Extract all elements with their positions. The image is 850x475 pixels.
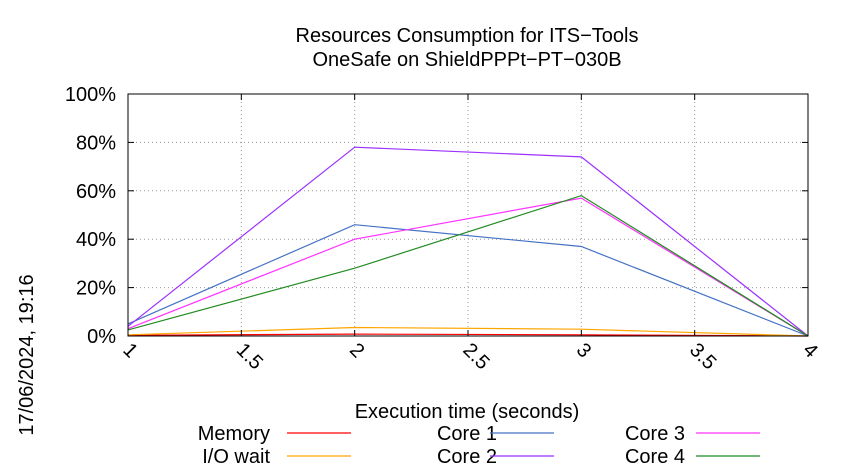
legend-label: Memory — [198, 423, 270, 445]
grid-lines — [127, 93, 809, 337]
legend-label: Core 3 — [625, 423, 685, 445]
legend-entry: Core 2 — [437, 446, 554, 468]
x-tick-label: 3.5 — [685, 339, 720, 374]
legend-entry: Core 1 — [437, 423, 554, 445]
x-tick-label: 4 — [798, 339, 821, 362]
legend-entry: Memory — [198, 423, 351, 445]
x-axis-label: Execution time (seconds) — [355, 401, 580, 423]
legend-label: I/O wait — [202, 446, 270, 468]
legend-label: Core 1 — [437, 423, 497, 445]
y-tick-label: 20% — [76, 278, 116, 300]
x-tick-label: 2.5 — [458, 339, 493, 374]
chart-subtitle: OneSafe on ShieldPPPt−PT−030B — [312, 49, 621, 71]
y-tick-label: 60% — [76, 181, 116, 203]
timestamp-label: 17/06/2024, 19:16 — [16, 274, 38, 435]
y-tick-label: 80% — [76, 132, 116, 154]
series-line-core-3 — [127, 197, 809, 337]
x-tick-label: 2 — [345, 339, 368, 362]
legend-entry: I/O wait — [202, 446, 351, 468]
legend-label: Core 2 — [437, 446, 497, 468]
x-tick-label: 1.5 — [232, 339, 267, 374]
y-tick-label: 0% — [87, 326, 116, 348]
y-tick-label: 100% — [65, 84, 116, 106]
series-line-core-1 — [127, 224, 809, 337]
x-tick-label: 1 — [118, 339, 141, 362]
series-line-core-4 — [127, 194, 809, 337]
series-lines — [127, 146, 809, 337]
y-tick-label: 40% — [76, 229, 116, 251]
series-line-core-2 — [127, 146, 809, 337]
legend-label: Core 4 — [625, 446, 685, 468]
x-tick-label: 3 — [572, 339, 595, 362]
y-axis-ticks: 0% 20% 40% 60% 80% 100% — [65, 84, 808, 348]
legend-entry: Core 4 — [625, 446, 760, 468]
chart-title: Resources Consumption for ITS−Tools — [296, 25, 639, 47]
legend-entry: Core 3 — [625, 423, 760, 445]
